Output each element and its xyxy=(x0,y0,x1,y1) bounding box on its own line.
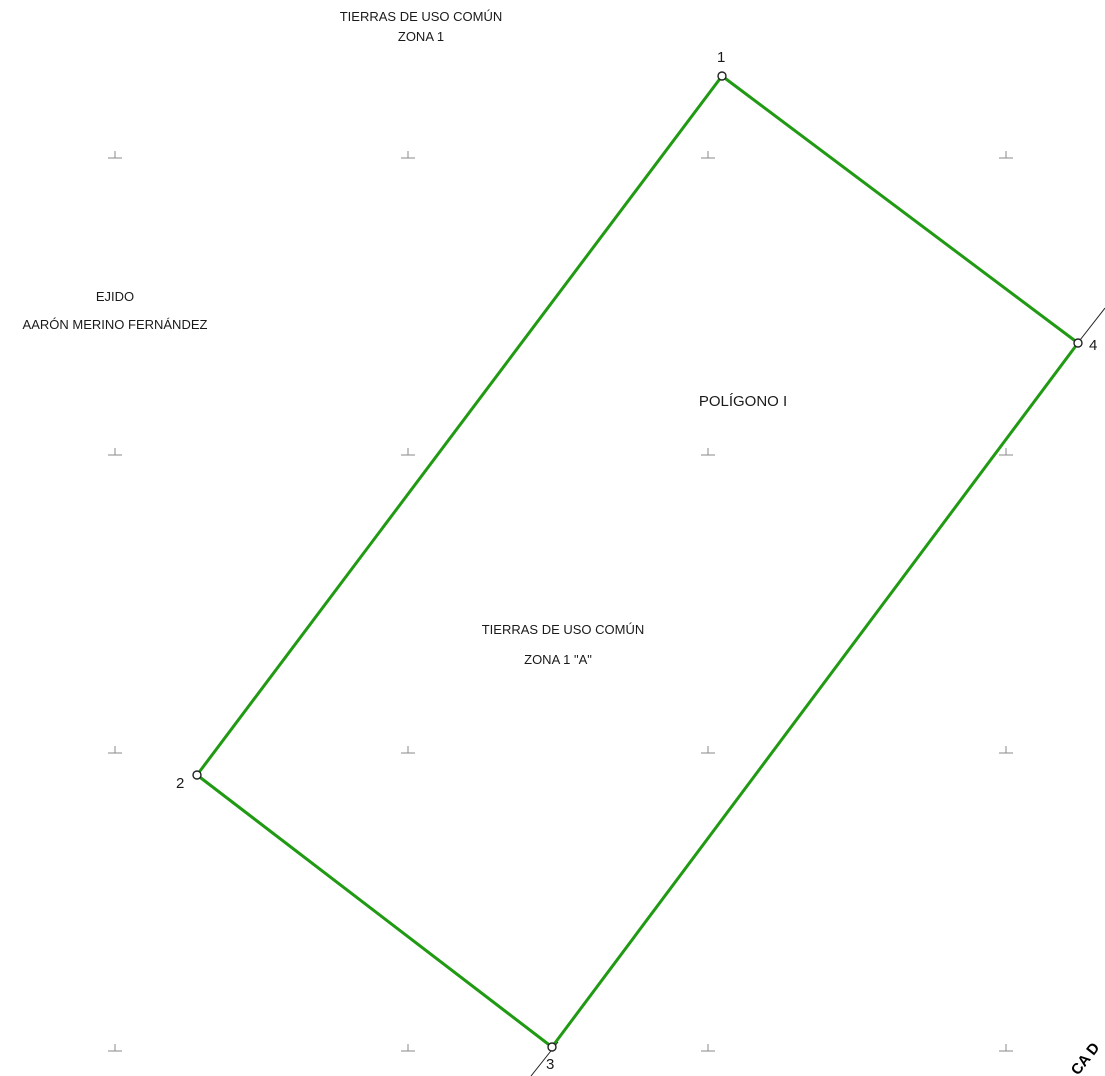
vertex-marker-3 xyxy=(547,1042,557,1052)
vertex-marker-4 xyxy=(1073,338,1083,348)
top-zone-label-line1: TIERRAS DE USO COMÚN xyxy=(340,9,503,24)
grid-tick xyxy=(401,448,415,456)
edge-rotated-label: CA D xyxy=(1068,1039,1104,1076)
top-zone-label-line2: ZONA 1 xyxy=(398,29,444,44)
vertex-label-1: 1 xyxy=(717,49,725,66)
vertex-markers xyxy=(192,71,1083,1052)
grid-tick xyxy=(701,151,715,159)
grid-tick xyxy=(108,746,122,754)
grid-tick xyxy=(701,448,715,456)
center-zone-label-line2: ZONA 1 "A" xyxy=(524,652,592,667)
grid-tick xyxy=(999,746,1013,754)
vertex-label-3: 3 xyxy=(546,1056,554,1073)
grid-tick xyxy=(108,1044,122,1052)
polygon-name-label: POLÍGONO I xyxy=(699,393,787,410)
grid-tick xyxy=(701,1044,715,1052)
vertex-marker-2 xyxy=(192,770,202,780)
grid-tick xyxy=(999,448,1013,456)
vertex-marker-1 xyxy=(717,71,727,81)
grid-ticks xyxy=(108,151,1013,1052)
grid-tick xyxy=(108,151,122,159)
polygon-boundary xyxy=(195,74,1080,1049)
grid-tick xyxy=(401,746,415,754)
grid-tick xyxy=(999,1044,1013,1052)
vertex-label-4: 4 xyxy=(1089,337,1097,354)
grid-tick xyxy=(401,1044,415,1052)
ejido-label-line1: EJIDO xyxy=(96,289,134,304)
grid-tick xyxy=(108,448,122,456)
vertex-label-2: 2 xyxy=(176,775,184,792)
grid-tick xyxy=(401,151,415,159)
center-zone-label-line1: TIERRAS DE USO COMÚN xyxy=(482,622,645,637)
grid-tick xyxy=(999,151,1013,159)
grid-tick xyxy=(701,746,715,754)
ejido-label-line2: AARÓN MERINO FERNÁNDEZ xyxy=(23,317,208,332)
